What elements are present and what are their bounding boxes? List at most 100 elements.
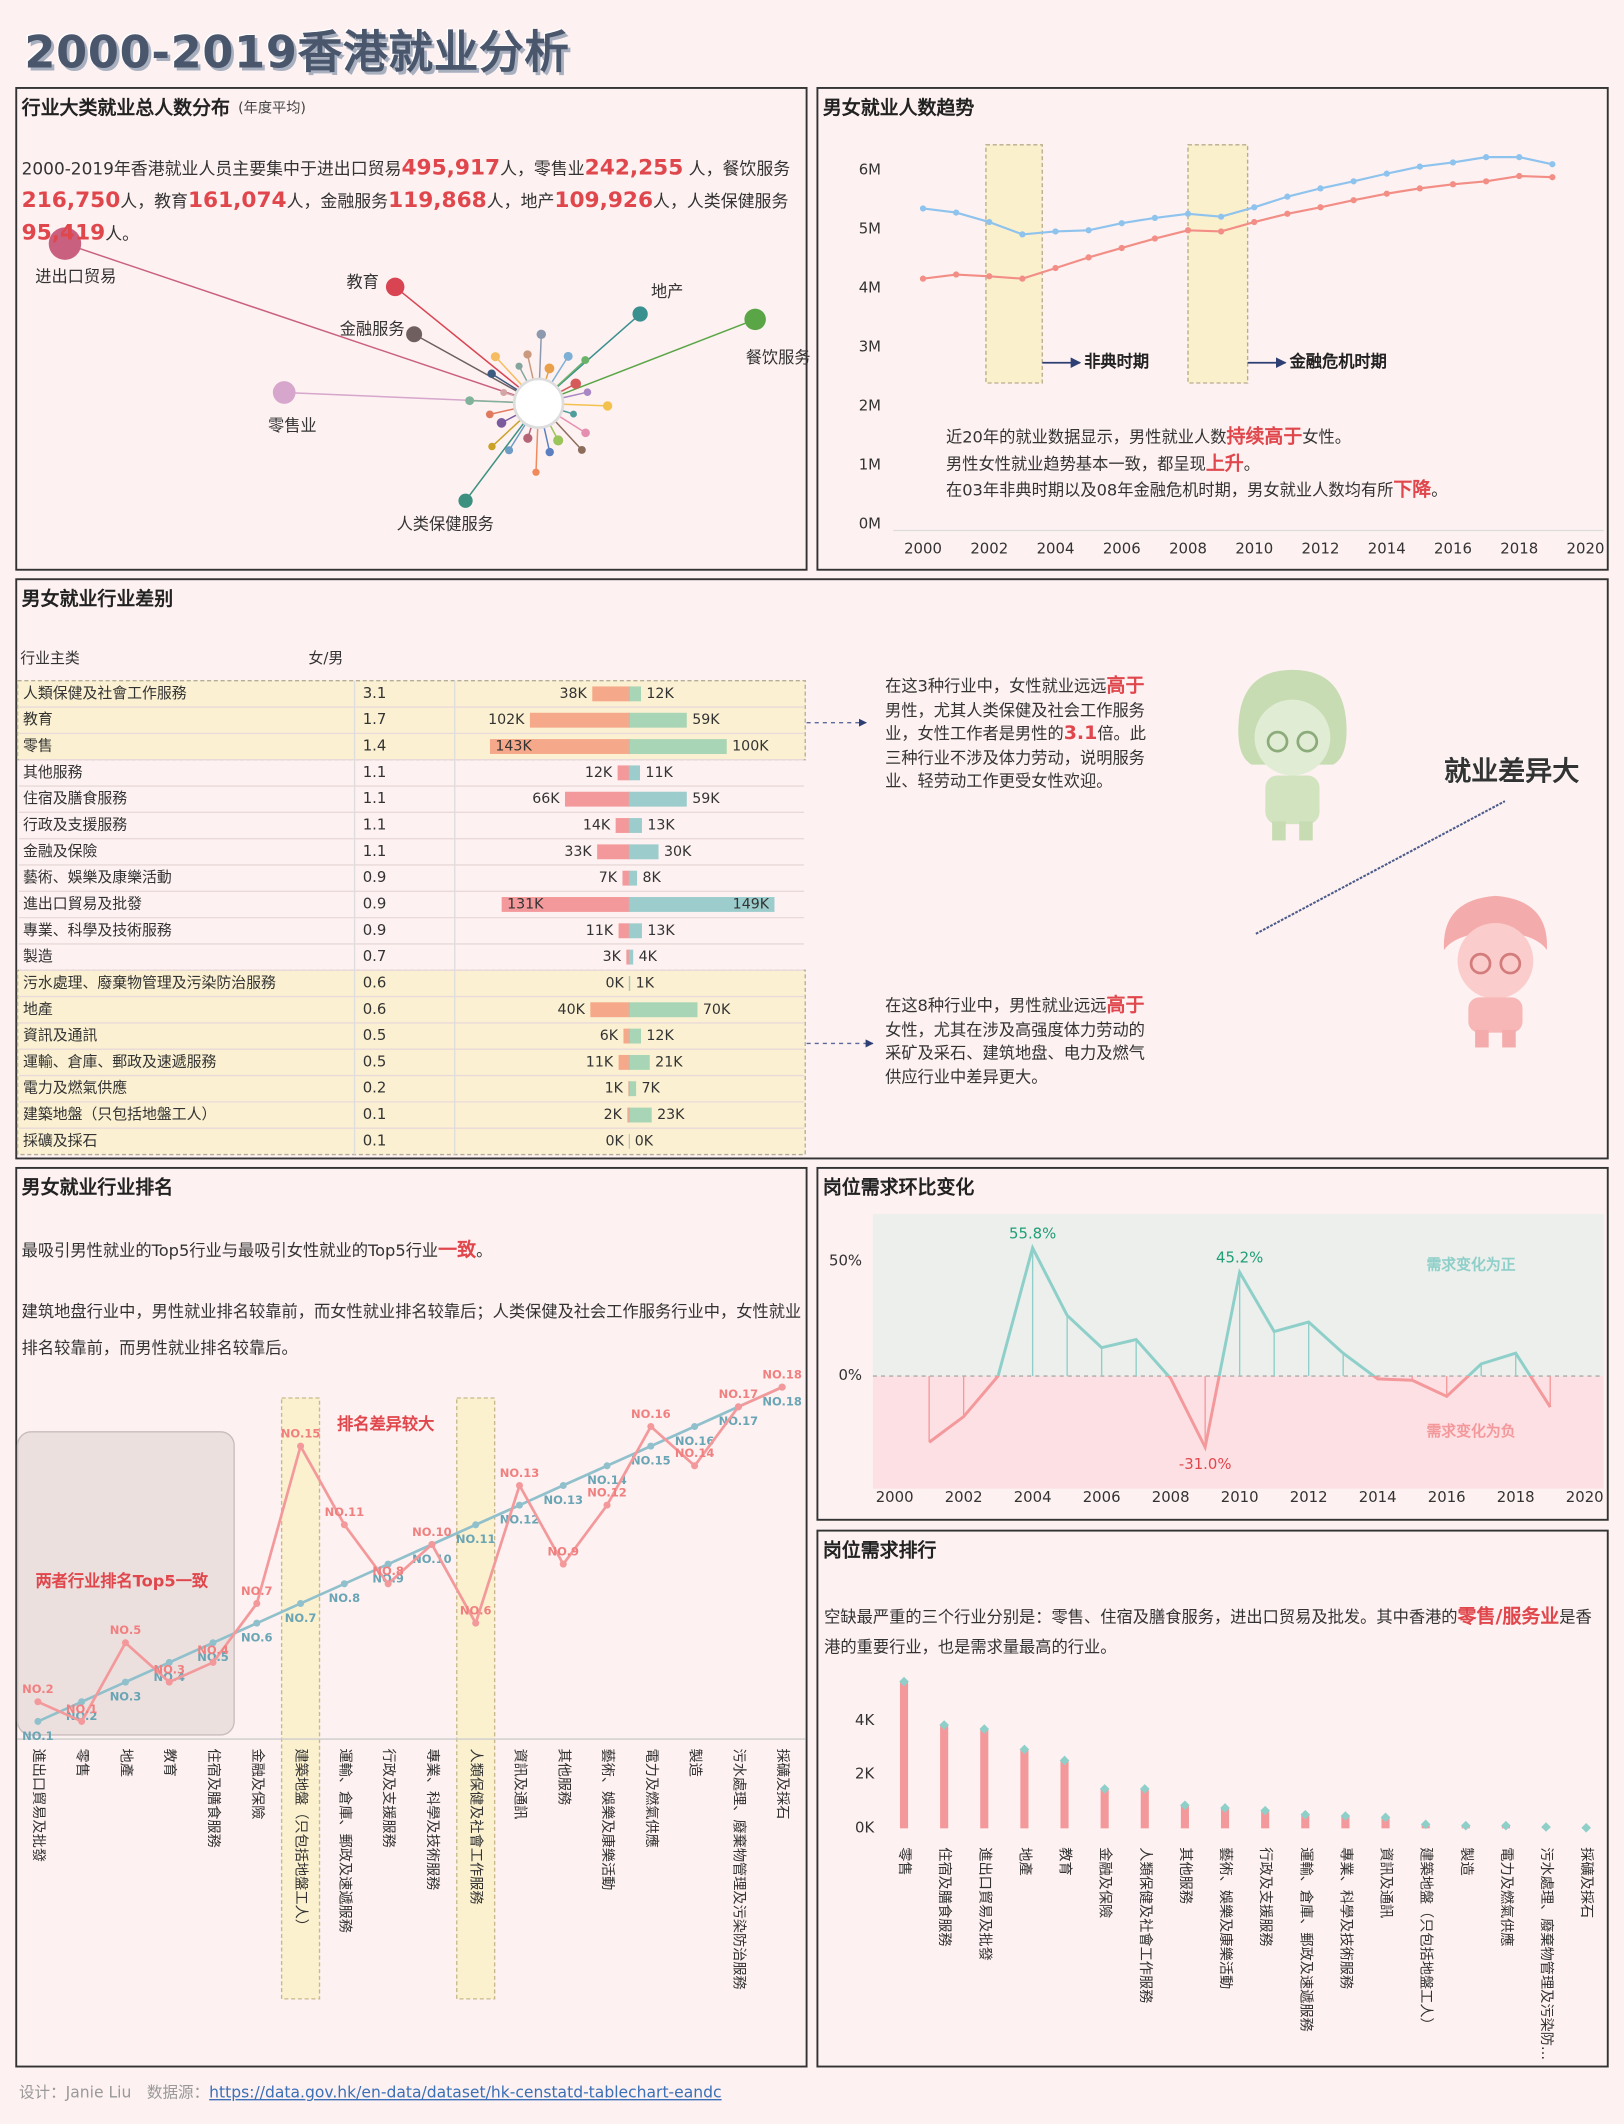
x-tick-label: 教育 (1057, 1847, 1073, 1875)
value-label: 8K (643, 870, 662, 886)
x-tick-label: 藝術、娛樂及康樂活動 (599, 1749, 616, 1891)
panel (15, 578, 1609, 1160)
annotation: 两者行业排名Top5一致 (35, 1572, 208, 1591)
y-tick-label: 4M (859, 279, 881, 297)
point (1416, 185, 1423, 192)
value-label: 4K (639, 949, 658, 965)
rank-line (37, 1385, 783, 1724)
row-label: 污水處理、廢棄物管理及污染防治服務 (23, 973, 276, 991)
rank-label: NO.1 (66, 1702, 98, 1716)
rank-label: NO.15 (281, 1426, 321, 1440)
value-label: 70K (703, 1002, 731, 1018)
x-tick-label: 2010 (1235, 539, 1273, 557)
male-bar (629, 1107, 652, 1123)
highlight: 242,255 (584, 154, 684, 180)
link (494, 356, 523, 386)
bubble (487, 369, 496, 378)
bubble-label: 进出口贸易 (35, 267, 116, 286)
x-tick-label: 製造 (687, 1749, 703, 1777)
female-bar (489, 739, 630, 754)
footer: 设计：Janie Liu 数据源：https://data.gov.hk/en-… (19, 2081, 722, 2103)
link (561, 318, 756, 396)
bubble (485, 410, 494, 419)
x-tick-label: 2004 (1014, 1488, 1052, 1506)
text-run: 建筑地盘行业中，男性就业排名较靠前，而女性就业排名较靠后；人类保健及社会工作服务… (21, 1301, 802, 1358)
value-label: 12K (585, 765, 613, 781)
x-tick-label: 2010 (1221, 1488, 1259, 1506)
bubble (488, 442, 496, 451)
value-label: 149K (733, 896, 770, 912)
male-bar (629, 923, 642, 939)
panel-title: 男女就业行业差别 (22, 587, 174, 610)
bar-marker (1501, 1820, 1511, 1831)
point (165, 1658, 173, 1666)
x-tick-label: 金融及保險 (1097, 1847, 1113, 1918)
bubble (602, 401, 613, 411)
highlight: 持续高于 (1226, 426, 1303, 448)
bubble (490, 352, 500, 362)
link (64, 242, 516, 397)
rank-label: NO.6 (241, 1631, 273, 1645)
column-header: 女/男 (309, 649, 344, 667)
rank-line (37, 1385, 783, 1723)
bar-marker (1139, 1784, 1150, 1794)
panel-subtitle: (年度平均) (238, 100, 306, 116)
x-tick-label: 污水處理、廢棄物管理及污染防… (1538, 1847, 1555, 2060)
link (543, 426, 551, 453)
row-label: 地產 (23, 1000, 53, 1018)
point (515, 1501, 523, 1509)
panel (15, 1166, 808, 2068)
annotation: 排名差异较大 (337, 1415, 435, 1434)
bar (1180, 1805, 1189, 1829)
male-bar (629, 686, 641, 702)
row-label: 零售 (23, 737, 53, 755)
rank-label: NO.12 (500, 1513, 540, 1527)
text-run: 2000-2019年香港就业人员主要集中于进出口贸易 (21, 158, 402, 179)
band-label: 金融危机时期 (1289, 352, 1387, 371)
highlight: 高于 (1106, 994, 1145, 1017)
point (78, 1698, 86, 1706)
x-tick-label: 零售 (896, 1847, 913, 1875)
panel (816, 1529, 1609, 2068)
rank-label: NO.8 (372, 1564, 404, 1578)
value-label: 0K (606, 975, 625, 991)
source-link[interactable]: https://data.gov.hk/en-data/dataset/hk-c… (209, 2082, 722, 2102)
panel (15, 87, 808, 571)
male-bar (629, 897, 775, 912)
point (121, 1639, 129, 1647)
point (1052, 264, 1059, 272)
ratio: 0.5 (363, 1026, 387, 1044)
text-run: 人，地产 (486, 190, 555, 212)
x-tick-label: 2012 (1290, 1488, 1328, 1506)
x-tick-label: 專業、科學及技術服務 (1337, 1847, 1353, 1989)
x-tick-label: 2008 (1169, 539, 1207, 557)
ratio: 1.1 (363, 789, 387, 807)
rank-label: NO.4 (197, 1643, 229, 1657)
bar-marker (1300, 1809, 1311, 1820)
point (559, 1481, 567, 1489)
paragraph: 2000-2019年香港就业人员主要集中于进出口贸易495,917人，零售业24… (22, 152, 804, 249)
row-label: 藝術、娛樂及康樂活動 (23, 868, 172, 886)
bubble-label: 餐饮服务 (746, 348, 811, 367)
value-label: 143K (495, 739, 532, 755)
rank-label: NO.14 (587, 1473, 627, 1487)
text-run: 人，金融服务 (286, 190, 389, 212)
ratio: 0.1 (363, 1105, 387, 1123)
text-run: 倍。此三种行业不涉及体力劳动，说明服务业、轻劳动工作更受女性欢迎。 (885, 724, 1147, 791)
point (384, 1580, 392, 1588)
point (778, 1383, 786, 1391)
text-run: 。 (1431, 480, 1448, 500)
bubble (515, 362, 523, 370)
bubble (545, 447, 554, 457)
highlight: 119,868 (388, 186, 487, 213)
point (1151, 214, 1158, 222)
highlight: 上升 (1205, 452, 1244, 475)
point (1516, 154, 1523, 161)
panel (816, 1166, 1609, 1521)
bubble (544, 363, 555, 374)
bubble (744, 308, 766, 331)
rank-label: NO.11 (456, 1532, 496, 1546)
link (562, 391, 588, 399)
point (165, 1678, 173, 1686)
